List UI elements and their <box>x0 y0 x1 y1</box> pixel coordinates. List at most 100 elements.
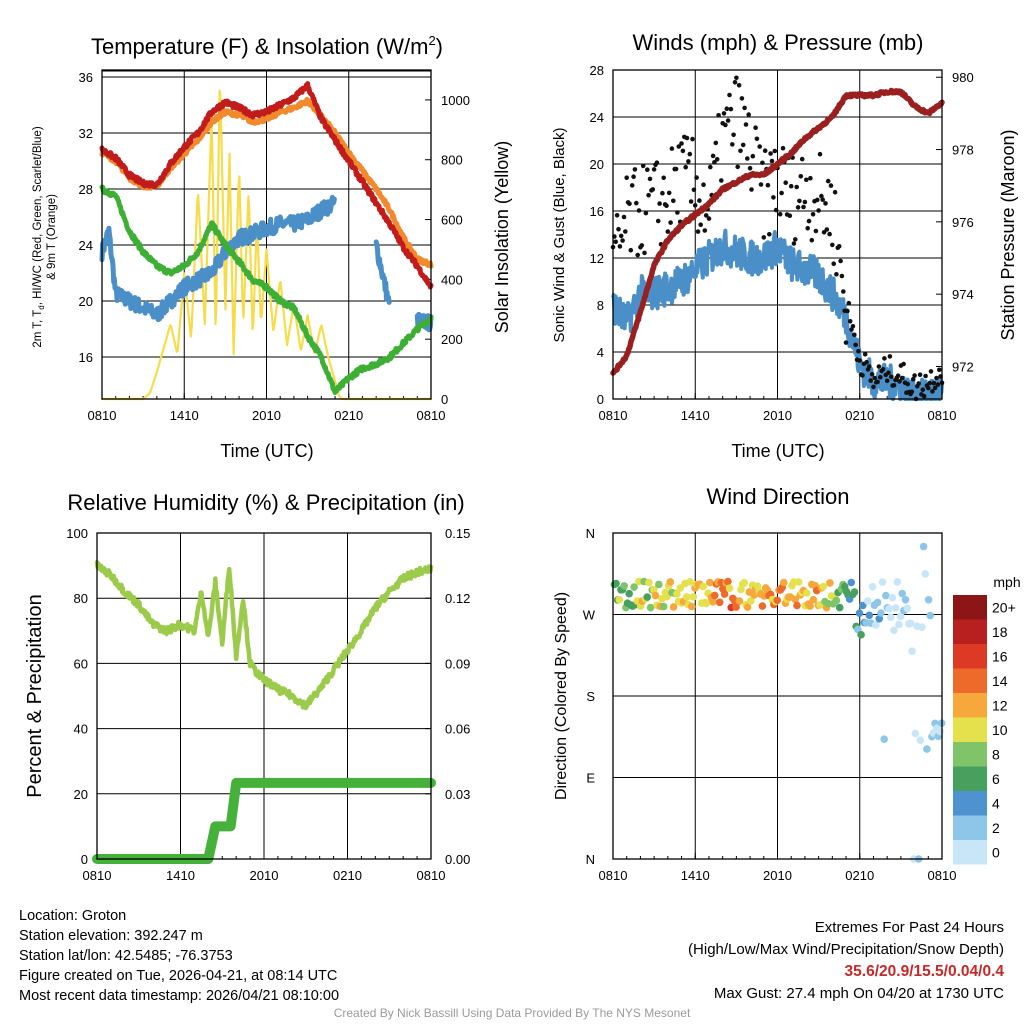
gust-point <box>645 167 650 172</box>
direction-point <box>735 597 744 605</box>
gust-point <box>928 369 934 374</box>
gust-point <box>804 177 809 183</box>
legend-title: mph <box>993 574 1020 590</box>
gust-point <box>783 180 788 185</box>
legend-label: 16 <box>992 648 1008 664</box>
direction-point <box>826 579 834 587</box>
direction-point <box>655 580 663 589</box>
temperature-panel: Temperature (F) & Insolation (W/m2) Time… <box>32 33 512 461</box>
gust-point <box>876 364 882 369</box>
extremes-info: Extremes For Past 24 Hours (High/Low/Max… <box>688 917 1004 1005</box>
y-tick-label: 8 <box>597 298 604 313</box>
gust-point <box>636 208 642 213</box>
gust-point <box>937 367 942 373</box>
gust-point <box>815 197 820 203</box>
legend-swatch <box>953 717 987 742</box>
gust-point <box>772 148 778 154</box>
y-right-tick-label: 0.09 <box>445 656 470 671</box>
y-tick-label: 36 <box>79 70 93 85</box>
gust-point <box>664 203 669 208</box>
direction-point <box>863 597 872 605</box>
y-tick-label: 16 <box>79 350 93 365</box>
gust-point <box>794 184 799 190</box>
gust-point <box>743 122 749 127</box>
direction-point <box>715 598 724 607</box>
gust-point <box>735 164 740 170</box>
gust-point <box>647 176 653 182</box>
gust-point <box>916 381 921 386</box>
y-tick-label: N <box>586 526 595 541</box>
gust-point <box>740 142 746 148</box>
legend-swatch <box>953 766 987 791</box>
direction-point <box>612 579 620 588</box>
legend-swatch <box>953 644 987 669</box>
gust-point <box>767 232 772 237</box>
direction-point <box>651 591 660 600</box>
gust-point <box>624 175 629 180</box>
direction-point <box>865 611 874 620</box>
gust-point <box>702 228 708 233</box>
gust-point <box>836 244 842 249</box>
gust-point <box>768 151 773 156</box>
gust-point <box>841 289 846 294</box>
direction-point <box>620 582 628 590</box>
gust-point <box>660 190 665 196</box>
gust-point <box>753 125 758 130</box>
direction-point <box>687 602 696 611</box>
gust-point <box>721 111 727 116</box>
direction-point <box>794 578 803 586</box>
direction-point <box>877 609 885 617</box>
x-tick-label: 2010 <box>763 868 792 883</box>
direction-point <box>615 596 624 604</box>
gust-point <box>935 382 941 387</box>
gust-point <box>793 237 798 242</box>
gust-point <box>631 174 636 179</box>
gust-point <box>651 167 657 172</box>
gust-point <box>732 80 738 85</box>
y-tick-label: S <box>586 689 595 704</box>
gust-point <box>887 354 893 359</box>
wind-panel: Winds (mph) & Pressure (mb) Time (UTC) S… <box>551 30 1018 461</box>
gust-point <box>847 319 853 324</box>
direction-point <box>659 602 668 611</box>
gust-point <box>878 374 883 380</box>
direction-point <box>683 593 691 601</box>
gust-point <box>640 163 646 169</box>
legend-swatch <box>953 619 987 644</box>
direction-point <box>855 609 864 617</box>
gust-point <box>901 361 906 367</box>
legend-label: 8 <box>992 746 1000 762</box>
gust-point <box>694 175 699 180</box>
y-tick-label: 28 <box>590 63 604 78</box>
direction-point <box>891 604 900 612</box>
gust-point <box>765 182 771 188</box>
gust-point <box>926 385 931 391</box>
gust-point <box>934 375 939 381</box>
y-right-tick-label: 1000 <box>441 93 470 108</box>
y-tick-label: E <box>586 771 595 786</box>
gust-point <box>692 203 698 208</box>
gust-point <box>809 237 815 243</box>
direction-point <box>916 736 925 744</box>
legend-label: 6 <box>992 771 1000 787</box>
gust-point <box>669 146 675 151</box>
y-right-tick-label: 0.00 <box>445 852 470 867</box>
gust-point <box>654 160 660 165</box>
y-tick-label: 16 <box>590 204 604 219</box>
direction-point <box>803 589 811 597</box>
gust-point <box>708 164 713 170</box>
direction-point <box>702 599 711 608</box>
gust-point <box>697 198 702 203</box>
gust-point <box>797 198 802 204</box>
gust-point <box>827 231 832 237</box>
gust-point <box>839 273 845 279</box>
gust-point <box>857 358 862 363</box>
plot-frame <box>612 69 943 400</box>
gust-point <box>616 226 621 232</box>
legend-swatch <box>953 693 987 718</box>
gust-point <box>843 340 849 345</box>
direction-point <box>650 585 658 594</box>
gust-point <box>760 160 765 166</box>
gust-point <box>745 156 750 161</box>
direction-point <box>832 596 841 605</box>
